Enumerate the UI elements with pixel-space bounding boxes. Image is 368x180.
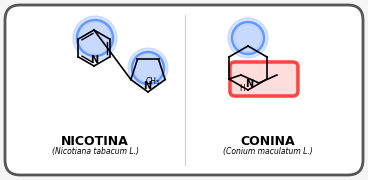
Text: (Nicotiana tabacum L.): (Nicotiana tabacum L.)	[52, 147, 138, 156]
Circle shape	[128, 48, 168, 88]
Text: H: H	[239, 84, 245, 93]
Text: CONINA: CONINA	[241, 135, 295, 148]
FancyBboxPatch shape	[5, 5, 363, 175]
FancyBboxPatch shape	[230, 62, 298, 96]
Text: CH₃: CH₃	[146, 77, 160, 86]
Circle shape	[134, 54, 162, 82]
Circle shape	[73, 16, 117, 60]
Circle shape	[228, 18, 268, 58]
Circle shape	[234, 24, 262, 52]
Text: N: N	[245, 79, 253, 89]
Text: NICOTINA: NICOTINA	[61, 135, 129, 148]
Text: N: N	[143, 81, 151, 91]
Text: N: N	[90, 55, 98, 65]
Text: (Conium maculatum L.): (Conium maculatum L.)	[223, 147, 313, 156]
Circle shape	[79, 22, 111, 54]
